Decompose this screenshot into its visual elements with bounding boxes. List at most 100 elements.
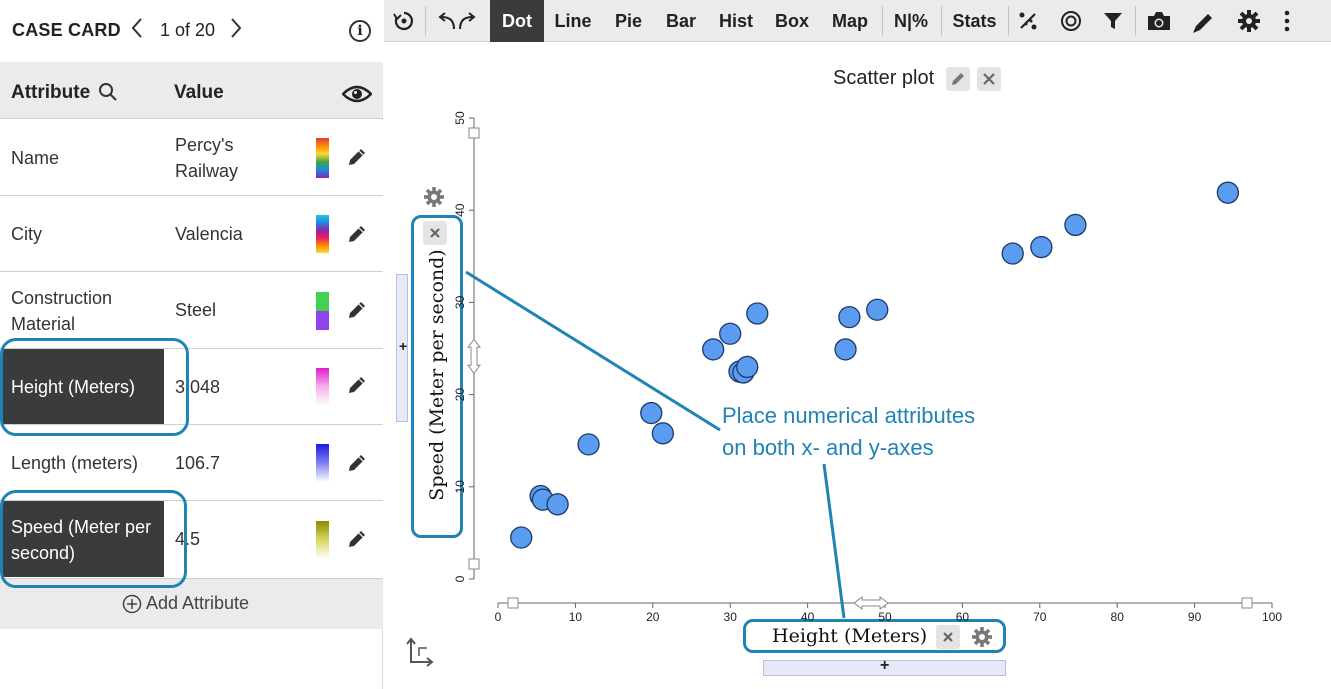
data-point[interactable] (1064, 213, 1087, 237)
count-percent-button[interactable]: N|% (893, 11, 929, 31)
swap-axes-icon[interactable] (405, 636, 437, 668)
x-axis-label[interactable]: Height (Meters) (772, 625, 928, 647)
bar-chart-button[interactable]: Bar (665, 11, 696, 31)
add-y-attribute[interactable]: + (399, 338, 408, 354)
x-axis-drop-zone[interactable] (763, 660, 1006, 676)
data-point[interactable] (866, 298, 889, 321)
attribute-row-city[interactable]: City Valencia (0, 196, 383, 272)
x-tick-label: 10 (569, 610, 583, 624)
x-axis-remove-button[interactable] (936, 625, 960, 649)
map-button[interactable]: Map (832, 11, 868, 31)
x-tick-label: 0 (495, 610, 502, 624)
y-tick-label: 40 (453, 203, 467, 217)
attribute-value[interactable]: Valencia (175, 224, 243, 244)
undo-redo-icon[interactable] (436, 11, 478, 33)
callout-ring-y-axis (411, 215, 463, 538)
close-graph-button[interactable] (977, 67, 1001, 91)
previous-case-button[interactable] (130, 16, 144, 46)
y-axis-drag-handle[interactable] (467, 338, 481, 375)
add-attribute-label: Add Attribute (146, 593, 250, 613)
graph-title[interactable]: Scatter plot (833, 67, 935, 89)
data-point[interactable] (1216, 181, 1240, 204)
close-icon (943, 632, 953, 642)
color-swatch[interactable] (316, 444, 329, 482)
line-plot-button[interactable]: Line (554, 11, 592, 31)
data-point[interactable] (577, 433, 600, 456)
camera-icon[interactable] (1146, 10, 1172, 32)
x-tick-label: 90 (1188, 610, 1202, 624)
color-swatch[interactable] (316, 138, 329, 178)
case-card-header: CASE CARD 1 of 20 i (0, 0, 383, 62)
gear-icon[interactable] (1237, 9, 1261, 33)
data-point[interactable] (834, 338, 857, 361)
data-point[interactable] (640, 401, 663, 425)
color-swatch[interactable] (316, 368, 329, 406)
callout-ring-height (0, 338, 189, 436)
data-point[interactable] (546, 493, 569, 516)
attribute-value[interactable]: Percy's Railway (175, 135, 239, 181)
data-point[interactable] (719, 322, 742, 345)
y-axis-max-handle[interactable] (468, 127, 480, 139)
rerandomize-icon[interactable] (393, 10, 415, 32)
data-point[interactable] (838, 306, 861, 329)
pencil-icon[interactable] (1192, 10, 1216, 34)
stats-button[interactable]: Stats (952, 11, 997, 31)
histogram-button[interactable]: Hist (718, 11, 753, 31)
attribute-row-length[interactable]: Length (meters) 106.7 (0, 425, 383, 501)
data-point[interactable] (1030, 235, 1053, 259)
attribute-row-speed[interactable]: Speed (Meter per second) 4.5 (0, 501, 383, 579)
next-case-button[interactable] (229, 16, 243, 46)
add-x-attribute[interactable]: + (880, 657, 890, 674)
color-swatch[interactable] (316, 292, 329, 330)
pencil-icon[interactable] (346, 528, 368, 550)
eye-icon[interactable] (342, 84, 372, 104)
pencil-icon[interactable] (346, 374, 368, 396)
data-point[interactable] (510, 526, 533, 549)
attribute-name[interactable]: Height (Meters) (11, 377, 136, 397)
y-axis-min-handle[interactable] (468, 558, 480, 570)
data-point[interactable] (1001, 242, 1024, 265)
y-axis-settings-button[interactable] (422, 185, 446, 209)
info-icon[interactable]: i (349, 20, 371, 42)
x-axis-max-handle[interactable] (1241, 597, 1253, 609)
target-icon[interactable] (1060, 10, 1082, 32)
attribute-row-name[interactable]: Name Percy's Railway (0, 120, 383, 196)
attribute-name: Name (11, 148, 60, 168)
attribute-value[interactable]: 4.5 (175, 529, 201, 549)
add-attribute-button[interactable]: Add Attribute (0, 579, 383, 629)
scatter-plot[interactable]: 0 10 20 30 40 50 60 70 80 90 100 0 10 20 30 40 50 (384, 43, 1331, 689)
attribute-row-construction-material[interactable]: Construction Material Steel (0, 272, 383, 349)
x-axis-drag-handle[interactable] (853, 596, 889, 610)
pencil-icon[interactable] (346, 299, 368, 321)
more-icon[interactable] (1282, 10, 1292, 32)
annotation-text-line1: Place numerical attributes (722, 403, 976, 428)
color-swatch[interactable] (316, 215, 329, 253)
dot-plot-button[interactable]: Dot (490, 0, 544, 42)
pie-chart-button[interactable]: Pie (614, 11, 643, 31)
attribute-name[interactable]: Speed (Meter per second) (11, 517, 152, 563)
case-position: 1 of 20 (160, 20, 216, 40)
color-swatch[interactable] (316, 521, 329, 559)
y-axis-remove-button[interactable] (423, 221, 447, 245)
attribute-header: Attribute (11, 82, 91, 103)
graph-area[interactable]: Scatter plot + Speed (Meter per second) … (384, 43, 1331, 689)
filter-icon[interactable] (1102, 10, 1124, 32)
data-point[interactable] (651, 422, 675, 445)
y-tick-label: 50 (453, 111, 467, 125)
pencil-icon[interactable] (346, 452, 368, 474)
attribute-value[interactable]: Steel (175, 300, 217, 320)
data-point[interactable] (736, 355, 759, 379)
x-axis-min-handle[interactable] (507, 597, 519, 609)
attribute-row-height[interactable]: Height (Meters) 3.048 (0, 349, 383, 425)
edit-title-button[interactable] (946, 67, 970, 91)
box-plot-button[interactable]: Box (774, 11, 809, 31)
data-point[interactable] (702, 338, 725, 361)
percent-icon[interactable] (1017, 10, 1039, 32)
pencil-icon[interactable] (346, 223, 368, 245)
search-icon[interactable] (98, 82, 118, 102)
y-axis-drop-zone[interactable] (396, 274, 408, 422)
x-axis-settings-button[interactable] (970, 625, 994, 649)
pencil-icon[interactable] (346, 146, 368, 168)
data-point[interactable] (746, 302, 769, 325)
attribute-value[interactable]: 106.7 (175, 453, 221, 473)
